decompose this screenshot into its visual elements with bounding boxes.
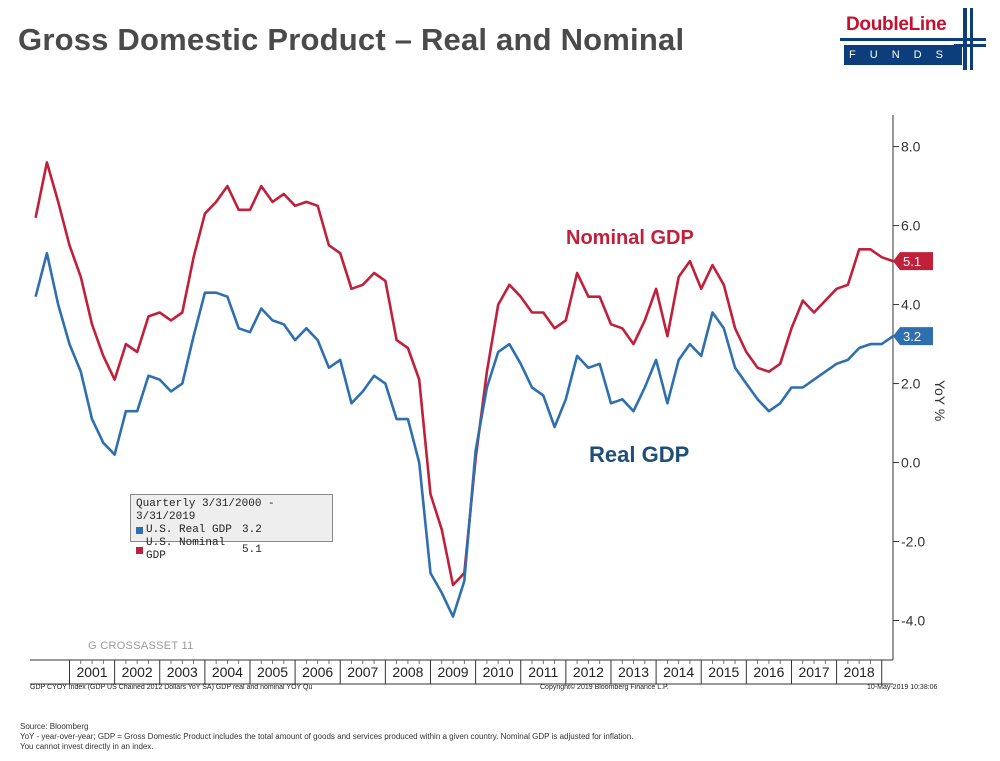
y-tick-label: 0.0 <box>901 455 921 471</box>
end-value-label: 5.1 <box>903 254 921 269</box>
logo-wordmark: DoubleLine <box>846 14 947 35</box>
legend-box: Quarterly 3/31/2000 - 3/31/2019 U.S. Rea… <box>130 494 333 562</box>
x-axis: 2001 2002 2003 2004 2005 2006 2007 2008 2009 2010… <box>68 660 883 684</box>
legend-value-real: 3.2 <box>242 524 262 536</box>
year-label: 2015 <box>708 664 739 680</box>
annotation-nominal-gdp: Nominal GDP <box>566 227 694 249</box>
legend-value-nominal: 5.1 <box>242 543 262 556</box>
y-axis: 8.0 6.0 4.0 2.0 0.0 -2.0 -4.0 <box>893 139 925 629</box>
footer-copyright: Copyright© 2019 Bloomberg Finance L.P. <box>540 684 669 691</box>
year-label: 2013 <box>618 664 649 680</box>
year-label: 2005 <box>257 664 288 680</box>
logo-funds-bar: FUNDS <box>844 45 962 65</box>
y-axis-label: YoY % <box>932 380 948 421</box>
source-note: Source: Bloomberg <box>20 722 89 731</box>
y-tick-label: 2.0 <box>901 376 921 392</box>
legend-swatch-real <box>136 527 143 534</box>
series-layer <box>34 161 894 618</box>
logo-rule <box>970 8 973 70</box>
year-label: 2010 <box>483 664 514 680</box>
definition-note: YoY - year-over-year; GDP = Gross Domest… <box>20 732 634 741</box>
legend-label-real: U.S. Real GDP <box>146 524 232 536</box>
series-line-real-gdp <box>34 251 894 618</box>
logo-rule <box>840 38 986 41</box>
legend-item-nominal: U.S. Nominal GDP 5.1 <box>136 537 332 563</box>
y-tick-label: -4.0 <box>901 613 925 629</box>
year-label: 2006 <box>302 664 333 680</box>
footer-timestamp: 10-May-2019 10:38:06 <box>867 684 938 691</box>
legend-item-real: U.S. Real GDP 3.2 <box>136 524 332 537</box>
year-label: 2001 <box>76 664 107 680</box>
legend-swatch-nominal <box>136 546 143 554</box>
annotation-real-gdp: Real GDP <box>589 442 689 467</box>
end-labels: 5.1 3.2 <box>893 252 933 346</box>
y-tick-label: 8.0 <box>901 139 921 155</box>
year-label: 2016 <box>753 664 784 680</box>
year-label: 2012 <box>573 664 604 680</box>
year-label: 2014 <box>663 664 694 680</box>
year-label: 2002 <box>122 664 153 680</box>
year-label: 2004 <box>212 664 243 680</box>
year-label: 2017 <box>798 664 829 680</box>
legend-label-nominal: U.S. Nominal GDP <box>146 537 226 562</box>
year-label: 2008 <box>392 664 423 680</box>
y-tick-label: -2.0 <box>901 534 925 550</box>
end-value-tag <box>893 327 933 346</box>
year-label: 2011 <box>528 664 558 680</box>
year-label: 2018 <box>844 664 875 680</box>
y-tick-label: 6.0 <box>901 218 921 234</box>
page-title: Gross Domestic Product – Real and Nomina… <box>18 22 685 57</box>
disclaimer-note: You cannot invest directly in an index. <box>20 742 154 751</box>
year-label: 2007 <box>347 664 378 680</box>
y-tick-label: 4.0 <box>901 297 921 313</box>
year-label: 2009 <box>437 664 468 680</box>
bloomberg-watermark: G CROSSASSET 11 <box>88 640 194 652</box>
footer-series-desc: GDP CYOY Index (GDP US Chained 2012 Doll… <box>30 684 313 691</box>
end-value-label: 3.2 <box>903 329 921 344</box>
doubleline-logo: DoubleLine FUNDS <box>836 8 986 70</box>
end-value-tag <box>893 252 933 271</box>
logo-rule <box>963 8 967 70</box>
year-label: 2003 <box>167 664 198 680</box>
legend-title: Quarterly 3/31/2000 - 3/31/2019 <box>136 498 275 523</box>
plot-frame <box>30 115 894 685</box>
footnotes: Source: Bloomberg YoY - year-over-year; … <box>20 722 633 752</box>
